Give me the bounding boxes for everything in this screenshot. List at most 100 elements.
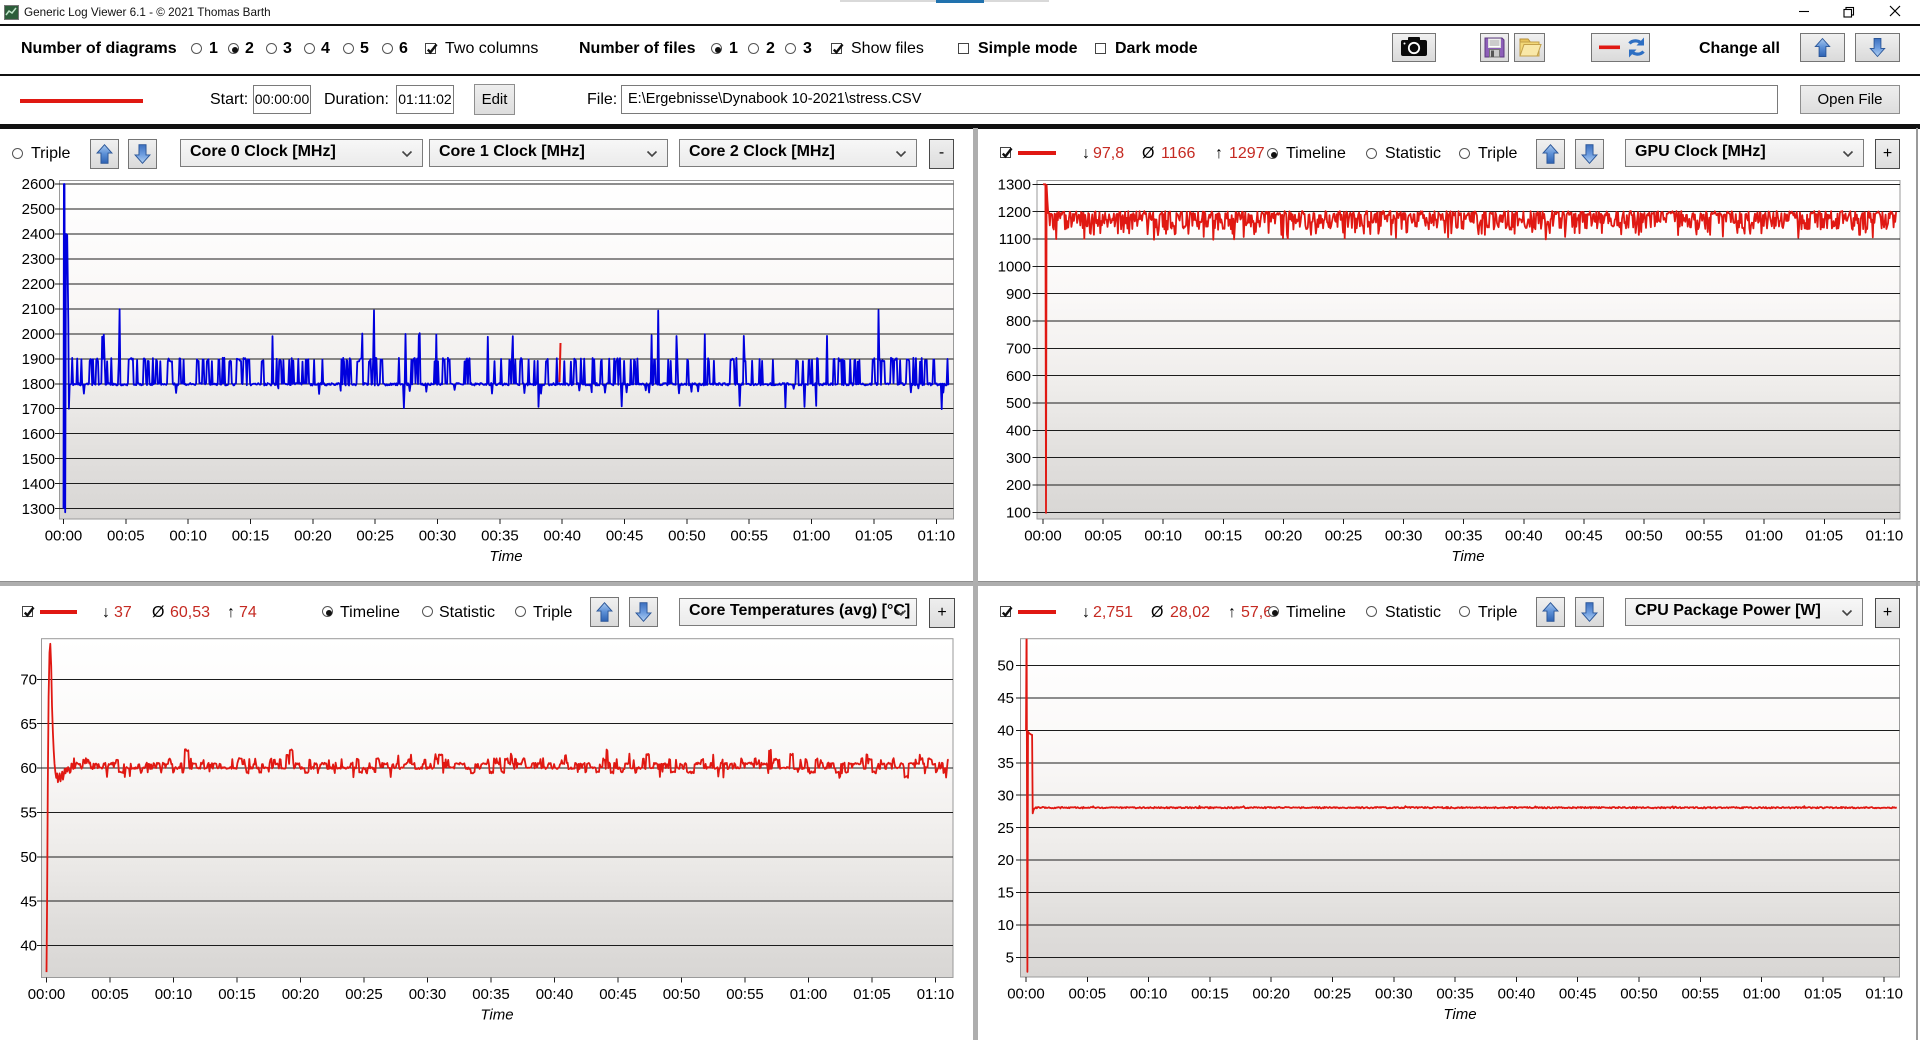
svg-text:100: 100 <box>1006 505 1031 522</box>
svg-text:00:45: 00:45 <box>606 528 644 545</box>
svg-text:00:05: 00:05 <box>1069 986 1107 1003</box>
svg-text:00:25: 00:25 <box>345 986 383 1003</box>
svg-text:1400: 1400 <box>22 476 55 493</box>
svg-text:00:30: 00:30 <box>1375 986 1413 1003</box>
svg-text:00:40: 00:40 <box>543 528 581 545</box>
svg-text:00:35: 00:35 <box>1445 528 1483 545</box>
svg-text:00:15: 00:15 <box>1191 986 1229 1003</box>
svg-text:00:10: 00:10 <box>1130 986 1168 1003</box>
svg-text:500: 500 <box>1006 395 1031 412</box>
svg-text:00:00: 00:00 <box>45 528 83 545</box>
svg-text:2300: 2300 <box>22 251 55 268</box>
svg-text:01:10: 01:10 <box>1865 986 1903 1003</box>
svg-text:2500: 2500 <box>22 201 55 218</box>
svg-text:200: 200 <box>1006 477 1031 494</box>
svg-text:2200: 2200 <box>22 276 55 293</box>
svg-text:00:55: 00:55 <box>730 528 768 545</box>
svg-text:700: 700 <box>1006 341 1031 358</box>
svg-text:70: 70 <box>20 672 37 689</box>
svg-text:1600: 1600 <box>22 426 55 443</box>
svg-text:00:00: 00:00 <box>1024 528 1062 545</box>
svg-text:15: 15 <box>997 885 1014 902</box>
svg-text:2600: 2600 <box>22 176 55 193</box>
svg-text:00:55: 00:55 <box>1685 528 1723 545</box>
svg-text:00:30: 00:30 <box>1385 528 1423 545</box>
svg-text:1100: 1100 <box>999 231 1031 248</box>
svg-text:1900: 1900 <box>22 351 55 368</box>
svg-text:40: 40 <box>997 723 1014 740</box>
svg-text:45: 45 <box>20 893 37 910</box>
svg-text:00:10: 00:10 <box>155 986 193 1003</box>
svg-text:00:25: 00:25 <box>1314 986 1352 1003</box>
svg-text:45: 45 <box>997 690 1014 707</box>
svg-text:00:55: 00:55 <box>1682 986 1720 1003</box>
svg-text:00:10: 00:10 <box>1144 528 1182 545</box>
svg-text:00:30: 00:30 <box>409 986 447 1003</box>
svg-text:300: 300 <box>1006 450 1031 467</box>
svg-text:65: 65 <box>20 716 37 733</box>
svg-text:00:00: 00:00 <box>28 986 66 1003</box>
svg-text:25: 25 <box>997 820 1014 837</box>
svg-text:1200: 1200 <box>998 204 1031 221</box>
svg-text:10: 10 <box>997 917 1014 934</box>
svg-text:20: 20 <box>997 852 1014 869</box>
svg-text:800: 800 <box>1006 313 1031 330</box>
svg-text:900: 900 <box>1006 286 1031 303</box>
svg-text:00:35: 00:35 <box>1436 986 1474 1003</box>
svg-text:1000: 1000 <box>998 259 1031 276</box>
svg-text:01:00: 01:00 <box>1745 528 1783 545</box>
svg-text:01:10: 01:10 <box>918 528 956 545</box>
svg-text:1500: 1500 <box>22 451 55 468</box>
svg-text:00:40: 00:40 <box>536 986 574 1003</box>
svg-text:55: 55 <box>20 805 37 822</box>
svg-text:00:15: 00:15 <box>218 986 256 1003</box>
svg-text:01:00: 01:00 <box>790 986 828 1003</box>
svg-text:00:05: 00:05 <box>107 528 145 545</box>
svg-text:40: 40 <box>20 938 37 955</box>
svg-text:2400: 2400 <box>22 226 55 243</box>
svg-text:50: 50 <box>20 849 37 866</box>
svg-text:00:00: 00:00 <box>1007 986 1045 1003</box>
svg-text:00:45: 00:45 <box>1559 986 1597 1003</box>
svg-text:01:05: 01:05 <box>1806 528 1844 545</box>
svg-text:00:20: 00:20 <box>1252 986 1290 1003</box>
svg-text:01:05: 01:05 <box>853 986 891 1003</box>
svg-text:2100: 2100 <box>22 301 55 318</box>
svg-text:00:45: 00:45 <box>599 986 637 1003</box>
svg-text:1700: 1700 <box>22 401 55 418</box>
svg-text:Time: Time <box>489 548 522 565</box>
svg-text:01:00: 01:00 <box>1743 986 1781 1003</box>
svg-text:00:15: 00:15 <box>1205 528 1243 545</box>
svg-text:00:25: 00:25 <box>356 528 394 545</box>
svg-text:00:50: 00:50 <box>1620 986 1658 1003</box>
svg-text:1800: 1800 <box>22 376 55 393</box>
svg-text:60: 60 <box>20 760 37 777</box>
svg-text:00:35: 00:35 <box>472 986 510 1003</box>
svg-text:00:05: 00:05 <box>91 986 129 1003</box>
svg-text:1300: 1300 <box>22 501 55 518</box>
svg-text:00:15: 00:15 <box>232 528 270 545</box>
svg-text:01:05: 01:05 <box>1804 986 1842 1003</box>
svg-text:30: 30 <box>997 787 1014 804</box>
svg-text:00:45: 00:45 <box>1565 528 1603 545</box>
svg-text:01:00: 01:00 <box>793 528 831 545</box>
svg-text:400: 400 <box>1006 423 1031 440</box>
svg-text:01:05: 01:05 <box>855 528 893 545</box>
svg-text:Time: Time <box>1443 1006 1476 1023</box>
svg-text:50: 50 <box>997 658 1014 675</box>
svg-text:00:30: 00:30 <box>419 528 457 545</box>
svg-text:00:40: 00:40 <box>1498 986 1536 1003</box>
svg-text:00:40: 00:40 <box>1505 528 1543 545</box>
svg-text:00:50: 00:50 <box>663 986 701 1003</box>
svg-text:Time: Time <box>480 1007 513 1024</box>
svg-text:01:10: 01:10 <box>917 986 955 1003</box>
svg-text:00:20: 00:20 <box>1265 528 1303 545</box>
svg-text:00:55: 00:55 <box>726 986 764 1003</box>
svg-text:00:20: 00:20 <box>282 986 320 1003</box>
svg-text:5: 5 <box>1006 950 1014 967</box>
svg-text:2000: 2000 <box>22 326 55 343</box>
svg-text:00:25: 00:25 <box>1325 528 1363 545</box>
svg-text:00:50: 00:50 <box>1625 528 1663 545</box>
svg-text:00:10: 00:10 <box>169 528 207 545</box>
svg-text:Time: Time <box>1451 548 1484 565</box>
